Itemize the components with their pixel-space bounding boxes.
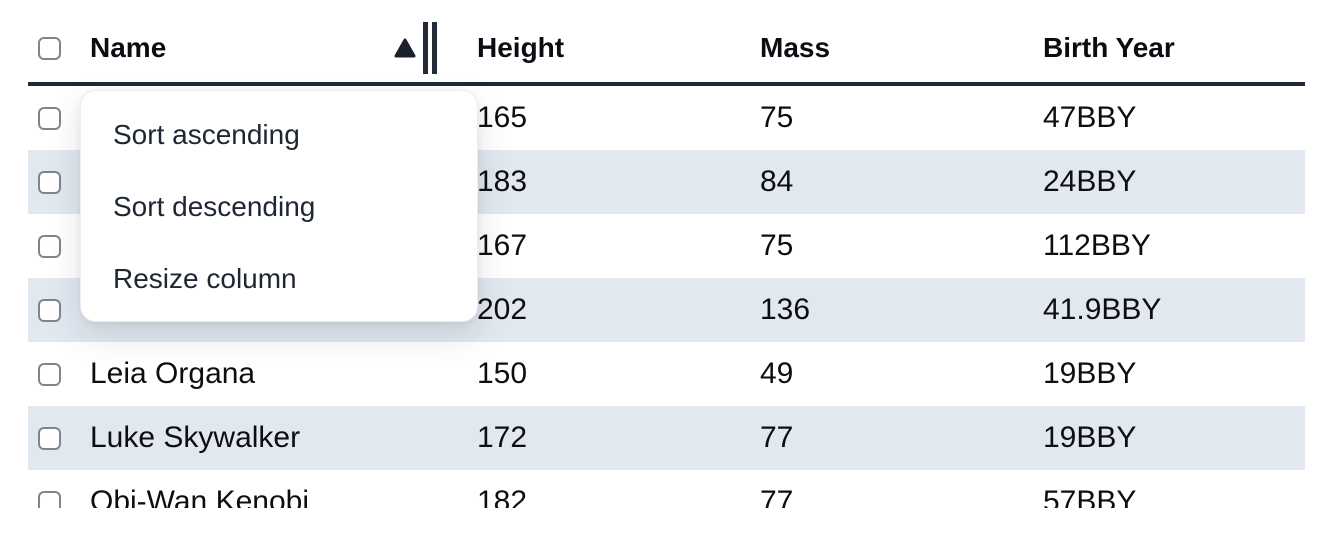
cell-height: 165: [477, 103, 528, 133]
cell-height: 182: [477, 487, 528, 508]
row-checkbox[interactable]: [38, 298, 61, 322]
table-row: Luke Skywalker 172 77 19BBY: [28, 406, 1305, 470]
cell-birth-year: 112BBY: [1043, 231, 1151, 261]
cell-mass: 77: [760, 423, 794, 453]
cell-birth-year: 41.9BBY: [1043, 295, 1162, 325]
row-checkbox[interactable]: [38, 490, 61, 508]
menu-item-resize-column[interactable]: Resize column: [113, 263, 297, 294]
row-checkbox[interactable]: [38, 426, 61, 450]
column-label-height: Height: [477, 32, 565, 63]
cell-mass: 84: [760, 167, 794, 197]
table-row: 167 75 112BBY: [28, 214, 1305, 278]
column-header-mass[interactable]: Mass: [746, 34, 1029, 62]
cell-birth-year: 57BBY: [1043, 487, 1137, 508]
cell-mass: 136: [760, 295, 811, 325]
cell-height: 150: [477, 359, 528, 389]
row-checkbox[interactable]: [38, 362, 61, 386]
column-header-birth-year[interactable]: Birth Year: [1029, 34, 1305, 62]
sort-ascending-icon: [393, 36, 417, 60]
cell-mass: 75: [760, 231, 794, 261]
row-checkbox[interactable]: [38, 234, 61, 258]
menu-item-sort-descending[interactable]: Sort descending: [113, 191, 316, 222]
row-checkbox[interactable]: [38, 106, 61, 130]
cell-name: Obi-Wan Kenobi: [90, 487, 309, 508]
column-resize-handle-icon[interactable]: [423, 22, 437, 74]
cell-mass: 77: [760, 487, 794, 508]
cell-mass: 75: [760, 103, 794, 133]
cell-name: Leia Organa: [90, 359, 256, 389]
table-header: Name Height Mass Birth Year: [28, 0, 1305, 86]
column-header-menu: Sort ascending Sort descending Resize co…: [80, 90, 478, 322]
cell-mass: 49: [760, 359, 794, 389]
table-row: Obi-Wan Kenobi 182 77 57BBY: [28, 470, 1305, 508]
column-header-height[interactable]: Height: [463, 34, 746, 62]
menu-item-sort-ascending[interactable]: Sort ascending: [113, 119, 300, 150]
column-label-birth-year: Birth Year: [1043, 32, 1175, 63]
table-row: Leia Organa 150 49 19BBY: [28, 342, 1305, 406]
cell-height: 202: [477, 295, 528, 325]
column-label-mass: Mass: [760, 32, 831, 63]
column-label-name: Name: [90, 32, 167, 63]
header-checkbox-cell: [28, 36, 78, 60]
cell-height: 172: [477, 423, 528, 453]
cell-birth-year: 47BBY: [1043, 103, 1137, 133]
cell-birth-year: 19BBY: [1043, 359, 1137, 389]
cell-birth-year: 24BBY: [1043, 167, 1137, 197]
cell-birth-year: 19BBY: [1043, 423, 1137, 453]
column-header-name[interactable]: Name: [78, 22, 463, 74]
table-row: 165 75 47BBY: [28, 86, 1305, 150]
row-checkbox[interactable]: [38, 170, 61, 194]
select-all-checkbox[interactable]: [38, 36, 61, 60]
cell-height: 183: [477, 167, 528, 197]
cell-name: Luke Skywalker: [90, 423, 301, 453]
cell-height: 167: [477, 231, 528, 261]
